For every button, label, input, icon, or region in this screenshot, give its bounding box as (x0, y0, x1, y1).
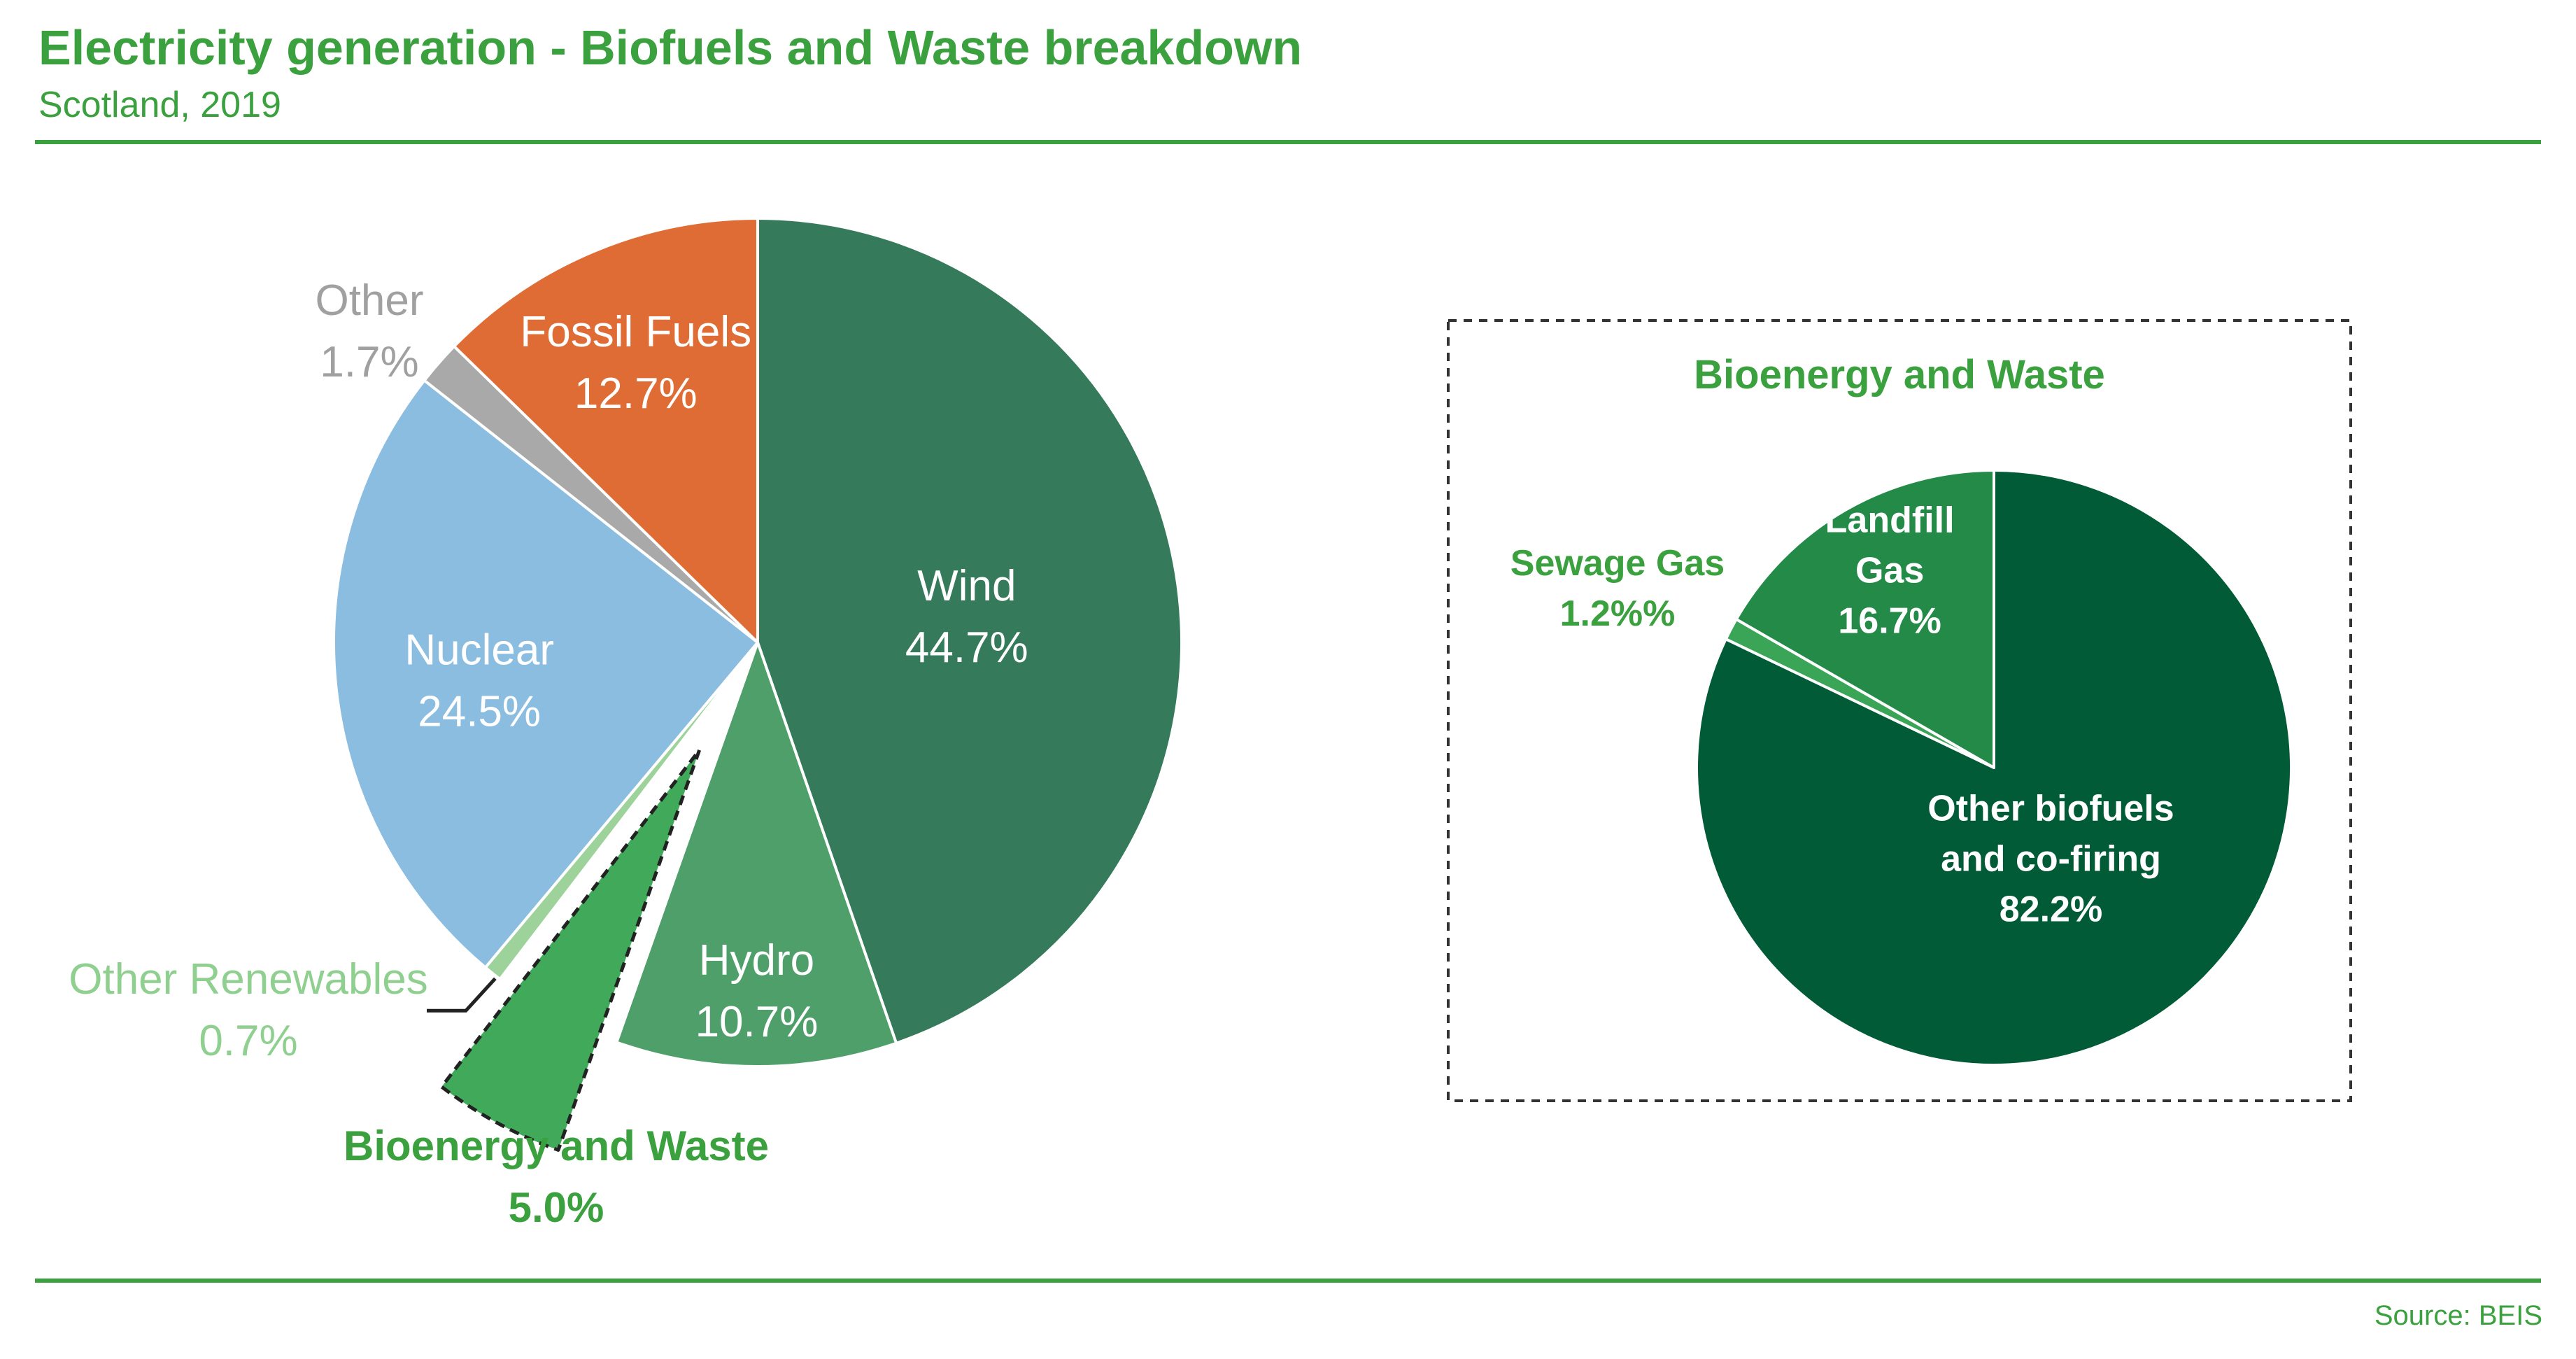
inset-label-other-biofuels-and-co-firing: Other biofuels (1927, 788, 2174, 829)
inset-label-landfill-gas-line2: Gas (1855, 550, 1924, 591)
inset-label-other-biofuels-and-co-firing-line2: and co-firing (1941, 838, 2161, 879)
leader-line-other-renewables (427, 977, 497, 1013)
inset-label-sewage-gas: Sewage Gas (1510, 543, 1725, 584)
slice-label-bioenergy-and-waste: Bioenergy and Waste (344, 1122, 769, 1169)
slice-nuclear (332, 379, 759, 969)
slice-label-hydro: Hydro (699, 936, 814, 985)
inset-label-landfill-gas: Landfill (1825, 500, 1955, 540)
source-note: Source: BEIS (2374, 1300, 2542, 1331)
slice-label-nuclear-value: 24.5% (418, 687, 541, 735)
slice-label-bioenergy-and-waste-value: 5.0% (509, 1184, 604, 1231)
chart-subtitle: Scotland, 2019 (38, 85, 281, 125)
chart-title: Electricity generation - Biofuels and Wa… (38, 20, 1303, 75)
slice-label-other-value: 1.7% (320, 338, 418, 386)
slice-wind (756, 217, 1183, 1045)
inset-label-other-biofuels-and-co-firing-value: 82.2% (2000, 889, 2102, 929)
slice-label-other-renewables: Other Renewables (69, 955, 428, 1004)
slice-label-other: Other (315, 276, 423, 325)
slice-label-fossil-fuels: Fossil Fuels (520, 308, 751, 356)
bioenergy-pie: Other biofuels and co-firing 82.2% Sewage G… (1510, 469, 2293, 1066)
slice-label-fossil-fuels-value: 12.7% (574, 369, 698, 418)
slice-hydro (615, 641, 898, 1068)
slice-label-hydro-value: 10.7% (695, 998, 819, 1046)
slice-fossil-fuels (453, 217, 759, 644)
inset-slice-landfill-gas (1734, 469, 1995, 769)
slice-label-wind-value: 44.7% (905, 624, 1028, 672)
inset-label-landfill-gas-value: 16.7% (1838, 600, 1941, 641)
slice-bioenergy-and-waste (439, 748, 702, 1152)
inset-title: Bioenergy and Waste (1694, 352, 2105, 397)
top-divider (35, 140, 2541, 144)
inset-label-sewage-gas-value: 1.2%% (1560, 593, 1676, 634)
slice-label-wind: Wind (917, 562, 1016, 610)
slice-label-nuclear: Nuclear (404, 626, 554, 674)
generation-pie: Wind 44.7% Hydro 10.7% Bioenergy and Waste 5.… (69, 217, 1183, 1231)
slice-label-other-renewables-value: 0.7% (199, 1017, 297, 1065)
inset-frame (1447, 319, 2352, 1102)
bottom-divider (35, 1279, 2541, 1283)
